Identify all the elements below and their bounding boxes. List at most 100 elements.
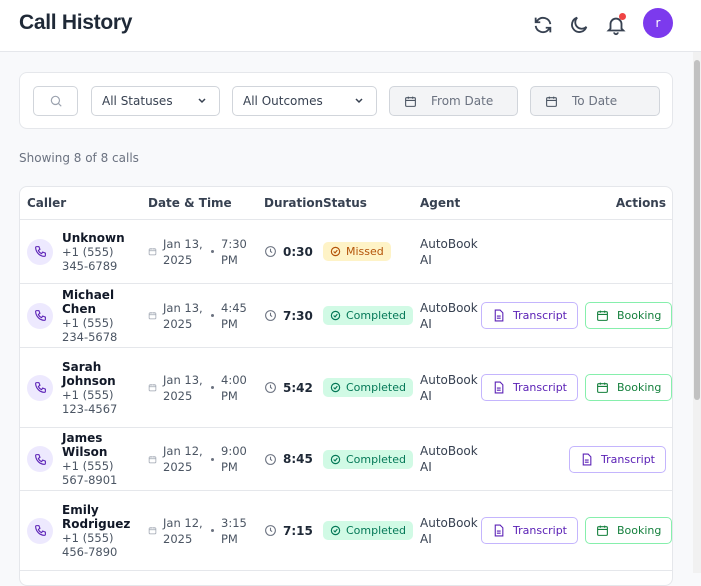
call-row: Emily Rodriguez +1 (555) 456-7890 Jan 12, … bbox=[20, 491, 672, 571]
button-icon bbox=[596, 524, 609, 537]
datetime-cell: Jan 13, 2025 4:00 PM bbox=[148, 372, 264, 404]
page: Call History {"header": {"title": "Call … bbox=[0, 8, 701, 586]
page-title: Call History bbox=[19, 11, 133, 34]
call-duration: 8:45 bbox=[283, 452, 313, 466]
caller-icon bbox=[27, 374, 53, 401]
date-icon bbox=[148, 247, 157, 256]
column-header: Actions bbox=[615, 196, 666, 210]
call-row: Michael Chen +1 (555) 234-5678 Jan 13, 202… bbox=[20, 284, 672, 348]
transcript-button[interactable]: Transcript bbox=[481, 302, 578, 329]
caller-info: James Wilson +1 (555) 567-8901 bbox=[62, 431, 138, 487]
status-badge: Completed bbox=[323, 449, 413, 469]
caller-name: Michael Chen bbox=[62, 287, 115, 316]
caller-info: Sarah Johnson +1 (555) 123-4567 bbox=[62, 360, 138, 416]
refresh-button[interactable] bbox=[532, 14, 554, 36]
call-date: Jan 12, 2025 bbox=[163, 444, 203, 474]
avatar[interactable]: r bbox=[643, 8, 673, 38]
datetime-cell: Jan 12, 2025 3:15 PM bbox=[148, 515, 264, 547]
agent-name: AutoBook AI bbox=[420, 300, 478, 331]
caller-cell: Unknown +1 (555) 345-6789 bbox=[27, 231, 148, 273]
caller-cell: Emily Rodriguez +1 (555) 456-7890 bbox=[27, 503, 148, 559]
call-time: 3:15 PM bbox=[221, 515, 247, 546]
status-text: Completed bbox=[346, 524, 406, 537]
button-icon bbox=[596, 309, 609, 322]
button-icon bbox=[492, 381, 505, 394]
caller-info: Unknown +1 (555) 345-6789 bbox=[62, 231, 138, 273]
caller-name: Sarah Johnson bbox=[62, 359, 116, 388]
scrollbar-thumb[interactable] bbox=[694, 60, 700, 400]
duration-cell: 0:30 bbox=[264, 245, 323, 259]
from-date-placeholder: From Date bbox=[431, 94, 494, 108]
call-duration: 7:30 bbox=[283, 308, 313, 323]
status-text: Completed bbox=[346, 381, 406, 394]
duration-cell: 7:30 bbox=[264, 309, 323, 323]
status-cell: Missed bbox=[323, 242, 420, 261]
agent-name: AutoBook AI bbox=[420, 515, 478, 546]
caller-phone: +1 (555) 345-6789 bbox=[62, 244, 118, 273]
notifications-button[interactable] bbox=[605, 14, 627, 36]
status-text: Missed bbox=[346, 245, 384, 258]
status-badge: Completed bbox=[323, 378, 413, 397]
button-label: Booking bbox=[617, 381, 662, 394]
actions-cell: Transcript bbox=[481, 445, 666, 473]
button-icon bbox=[492, 524, 505, 537]
datetime-cell: Jan 13, 2025 4:45 PM bbox=[148, 300, 264, 332]
to-date-input[interactable]: To Date bbox=[530, 86, 660, 116]
button-label: Booking bbox=[617, 524, 662, 537]
status-icon bbox=[330, 310, 341, 321]
agent-cell: AutoBook AI bbox=[420, 300, 481, 332]
booking-button[interactable]: Booking bbox=[585, 517, 672, 544]
caller-icon bbox=[27, 302, 53, 329]
caller-phone: +1 (555) 456-7890 bbox=[62, 530, 118, 559]
button-icon bbox=[492, 309, 505, 322]
outcome-select[interactable]: All Outcomes bbox=[232, 86, 377, 116]
caller-info: Emily Rodriguez +1 (555) 456-7890 bbox=[62, 503, 138, 559]
outcome-select-label: All Outcomes bbox=[243, 94, 323, 108]
caller-cell: Sarah Johnson +1 (555) 123-4567 bbox=[27, 360, 148, 416]
status-icon bbox=[330, 525, 341, 536]
agent-name: AutoBook AI bbox=[420, 444, 478, 474]
call-date: Jan 13, 2025 bbox=[163, 236, 203, 267]
agent-cell: AutoBook AI bbox=[420, 236, 481, 268]
call-duration: 7:15 bbox=[283, 523, 313, 538]
duration-cell: 7:15 bbox=[264, 524, 323, 538]
call-time: 9:00 PM bbox=[221, 444, 247, 474]
actions-cell: Transcript Booking bbox=[481, 517, 672, 544]
filter-bar: All Statuses All Outcomes From Date To D… bbox=[19, 72, 673, 129]
notification-dot bbox=[619, 13, 626, 20]
search-input[interactable] bbox=[33, 86, 78, 116]
call-date: Jan 12, 2025 bbox=[163, 515, 203, 546]
status-badge: Completed bbox=[323, 306, 413, 325]
clock-icon bbox=[264, 381, 277, 394]
column-header: Caller bbox=[27, 196, 67, 210]
status-badge: Completed bbox=[323, 521, 413, 540]
booking-button[interactable]: Booking bbox=[585, 302, 672, 329]
from-date-input[interactable]: From Date bbox=[389, 86, 518, 116]
caller-icon bbox=[27, 446, 53, 472]
duration-cell: 8:45 bbox=[264, 452, 323, 466]
transcript-button[interactable]: Transcript bbox=[569, 445, 666, 473]
results-summary: Showing 8 of 8 calls bbox=[19, 151, 139, 165]
status-select[interactable]: All Statuses bbox=[91, 86, 220, 116]
transcript-button[interactable]: Transcript bbox=[481, 517, 578, 544]
clock-icon bbox=[264, 524, 277, 537]
duration-cell: 5:42 bbox=[264, 381, 323, 395]
clock-icon bbox=[264, 245, 277, 258]
caller-name: Emily Rodriguez bbox=[62, 502, 131, 531]
status-cell: Completed bbox=[323, 378, 420, 397]
booking-button[interactable]: Booking bbox=[585, 374, 672, 401]
button-label: Booking bbox=[617, 309, 662, 322]
actions-cell: Transcript Booking bbox=[481, 302, 672, 329]
status-text: Completed bbox=[346, 309, 406, 322]
column-header: Duration bbox=[264, 196, 324, 210]
theme-button[interactable] bbox=[568, 14, 590, 36]
datetime-cell: Jan 12, 2025 9:00 PM bbox=[148, 443, 264, 475]
caller-name: James Wilson bbox=[62, 431, 108, 459]
transcript-button[interactable]: Transcript bbox=[481, 374, 578, 401]
button-label: Transcript bbox=[601, 452, 655, 466]
caller-icon bbox=[27, 517, 53, 544]
caller-name: Unknown bbox=[62, 230, 125, 245]
agent-cell: AutoBook AI bbox=[420, 515, 481, 547]
agent-name: AutoBook AI bbox=[420, 236, 478, 267]
caller-phone: +1 (555) 567-8901 bbox=[62, 459, 118, 487]
